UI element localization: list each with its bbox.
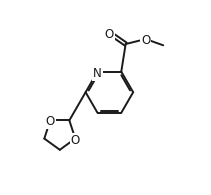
Text: O: O — [71, 134, 80, 147]
Text: O: O — [105, 28, 114, 41]
Text: O: O — [46, 115, 55, 128]
Text: O: O — [141, 34, 150, 47]
Text: N: N — [93, 67, 102, 80]
